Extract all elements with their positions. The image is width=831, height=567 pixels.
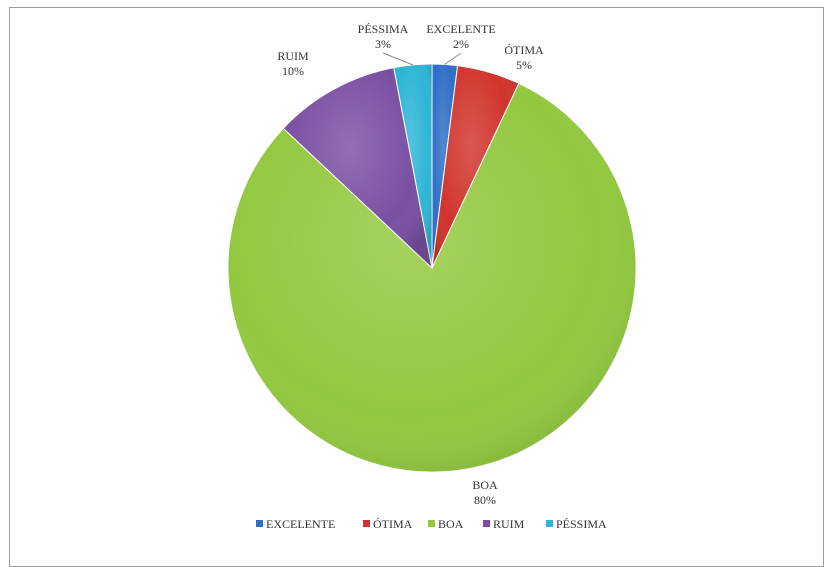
pie-slice-shading-boa: [227, 83, 636, 473]
legend-swatch-ruim: [483, 520, 490, 527]
slice-label-otima: ÓTIMA 5%: [504, 43, 544, 72]
legend-item-otima: ÓTIMA: [363, 517, 413, 531]
pie-chart: EXCELENTE 2% ÓTIMA 5%BOA 80%RUIM 10%PÉSSIMA 3%…: [227, 22, 637, 531]
slice-label-pessima: PÉSSIMA 3%: [358, 22, 409, 51]
leader-lines: [382, 52, 462, 66]
slice-label-value: 2%: [453, 37, 469, 51]
leader-line-excelente: [444, 52, 462, 65]
legend-item-boa: BOA: [428, 517, 464, 531]
legend-item-excelente: EXCELENTE: [256, 517, 335, 531]
legend-label-otima: ÓTIMA: [373, 517, 413, 531]
slice-label-name: BOA: [472, 478, 498, 492]
slice-label-value: 10%: [282, 64, 304, 78]
slice-label-name: ÓTIMA: [504, 43, 544, 57]
slice-label-name: RUIM: [277, 49, 309, 63]
legend-label-pessima: PÉSSIMA: [556, 517, 607, 531]
slice-label-name: EXCELENTE: [426, 22, 495, 36]
legend-item-ruim: RUIM: [483, 517, 525, 531]
legend: EXCELENTE ÓTIMA BOA RUIM PÉSSIMA: [256, 517, 607, 531]
legend-item-pessima: PÉSSIMA: [546, 517, 607, 531]
slice-label-name: PÉSSIMA: [358, 22, 409, 36]
legend-label-boa: BOA: [438, 517, 464, 531]
legend-label-excelente: EXCELENTE: [266, 517, 335, 531]
leader-line-pessima: [382, 52, 413, 66]
legend-label-ruim: RUIM: [493, 517, 525, 531]
legend-swatch-pessima: [546, 520, 553, 527]
slice-label-value: 3%: [375, 37, 391, 51]
slice-labels: EXCELENTE 2% ÓTIMA 5% BOA 80% RUIM 10% PÉSSIMA 3%: [277, 22, 544, 507]
pie-slice-shading-ruim: [283, 67, 432, 268]
slice-label-value: 5%: [516, 58, 532, 72]
slice-label-boa: BOA 80%: [472, 478, 498, 507]
pie-slice-shading-otima: [432, 65, 519, 268]
legend-swatch-otima: [363, 520, 370, 527]
pie-slice-shading-pessima: [393, 63, 432, 268]
legend-swatch-excelente: [256, 520, 263, 527]
legend-swatch-boa: [428, 520, 435, 527]
slice-label-ruim: RUIM 10%: [277, 49, 309, 78]
pie-slices: [227, 63, 637, 473]
slice-label-value: 80%: [474, 493, 496, 507]
slice-label-excelente: EXCELENTE 2%: [426, 22, 495, 51]
